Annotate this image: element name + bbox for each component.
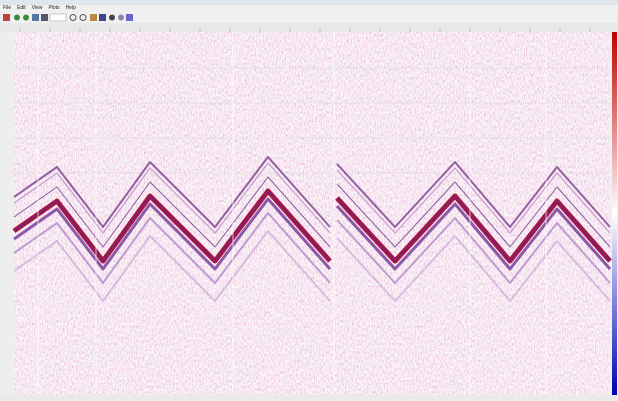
toolbar [0,12,618,23]
menu-item[interactable]: File [3,5,11,12]
tool-icon[interactable] [80,15,86,21]
seismic-view [0,23,618,395]
menu-item[interactable]: Edit [17,5,26,12]
tool-icon[interactable] [23,15,29,21]
tool-input[interactable] [50,14,66,21]
menu-item[interactable]: View [32,5,43,12]
tool-icon[interactable] [3,14,10,21]
menu-item[interactable]: Plots [48,5,59,12]
tool-icon[interactable] [41,14,48,21]
status-bar [0,395,618,401]
tool-icon[interactable] [70,15,76,21]
menu-item[interactable]: Help [66,5,76,12]
menu-bar: File Edit View Plots Help [0,5,618,12]
left-ruler [0,32,14,395]
tool-icon[interactable] [99,14,106,21]
tool-icon[interactable] [90,14,97,21]
app-window: File Edit View Plots Help [0,0,618,401]
tool-icon[interactable] [14,15,20,21]
color-bar [612,32,617,395]
tool-icon[interactable] [126,14,133,21]
tool-icon[interactable] [109,15,115,21]
tool-icon[interactable] [118,15,124,21]
tool-icon[interactable] [32,14,39,21]
top-ruler [0,23,618,32]
